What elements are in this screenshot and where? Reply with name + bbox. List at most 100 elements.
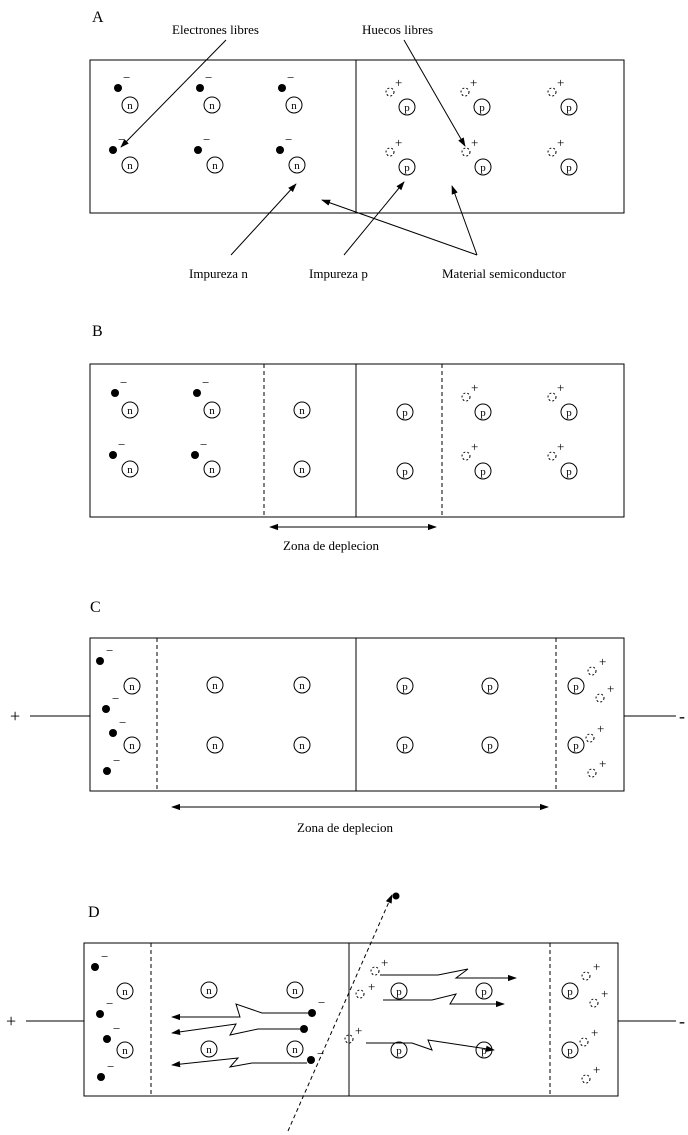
p-ion [396, 677, 414, 695]
electron-dot [96, 1010, 104, 1018]
n-ion [293, 736, 311, 754]
electron-dot [96, 657, 104, 665]
semiconductor-box-b [89, 363, 625, 518]
n-ion-label: n [291, 100, 297, 112]
hole-plus-sign: + [471, 380, 478, 395]
hole-plus-sign: + [395, 75, 402, 90]
electron-minus-sign: − [285, 132, 292, 147]
p-ion [567, 736, 585, 754]
electron-minus-sign: − [106, 643, 113, 658]
electron-dot [114, 84, 122, 92]
n-ion [293, 401, 311, 419]
hole-plus-sign: + [591, 1025, 598, 1040]
panel-c: C + - − − − − n n n n n n p p p [10, 599, 685, 835]
electron-minus-sign: − [287, 70, 294, 85]
hole-plus-sign: + [607, 681, 614, 696]
p-ion [473, 98, 491, 116]
p-ion-label: p [402, 466, 408, 478]
hole-plus-sign: + [601, 986, 608, 1001]
n-ion-label: n [127, 464, 133, 476]
n-ion-label: n [212, 740, 218, 752]
hole-dashed-circle [344, 1034, 354, 1044]
n-ion [293, 676, 311, 694]
n-ion [123, 736, 141, 754]
electron-minus-sign: − [123, 70, 130, 85]
electron-dot [194, 146, 202, 154]
n-ion [121, 156, 139, 174]
hole-plus-sign: + [557, 439, 564, 454]
hole-dashed-circle [547, 392, 557, 402]
electron-minus-sign: − [118, 132, 125, 147]
arrow-electrons [120, 39, 227, 148]
p-ion-label: p [402, 681, 408, 693]
n-side-a: − n − n − n − n [109, 70, 306, 174]
n-impurity-electron: − n [109, 437, 139, 478]
electron-dot [191, 451, 199, 459]
electron-dot [307, 1056, 315, 1064]
n-ion-label: n [299, 740, 305, 752]
semiconductor-box-a [89, 59, 625, 214]
p-ion [390, 1041, 408, 1059]
p-ion [396, 403, 414, 421]
particle-trajectory [287, 894, 393, 1132]
electron-dot [91, 963, 99, 971]
electron-dot [193, 389, 201, 397]
p-ion [561, 982, 579, 1000]
n-ion [288, 156, 306, 174]
hole-drift-arrow [380, 968, 517, 982]
n-ion-label: n [292, 985, 298, 997]
electron-minus-sign: − [202, 375, 209, 390]
n-ion [203, 460, 221, 478]
n-impurity-electron: − n [111, 375, 139, 419]
arrow-impurity-n [230, 183, 297, 256]
p-ion [398, 158, 416, 176]
p-side-a: + p + p + p + p [385, 75, 578, 176]
electron-dot [276, 146, 284, 154]
electron-minus-sign: − [106, 996, 113, 1011]
electron-dot [109, 451, 117, 459]
p-impurity-hole: + p [547, 135, 578, 176]
electron-minus-sign: − [120, 375, 127, 390]
electron-drift-arrow [171, 1023, 300, 1036]
p-ion-label: p [487, 681, 493, 693]
p-ion [560, 462, 578, 480]
hole-plus-sign: + [470, 75, 477, 90]
n-ion-label: n [212, 680, 218, 692]
p-impurity-hole: + p [547, 439, 578, 480]
p-ion [475, 982, 493, 1000]
n-ion-label: n [294, 160, 300, 172]
n-ion-label: n [129, 681, 135, 693]
hole-dashed-circle [355, 989, 365, 999]
p-ion [398, 98, 416, 116]
electron-dot [103, 767, 111, 775]
hole-plus-sign: + [599, 756, 606, 771]
n-ion [286, 981, 304, 999]
hole-dashed-circle [595, 693, 605, 703]
hole-plus-sign: + [368, 979, 375, 994]
n-ion-label: n [299, 405, 305, 417]
arrow-holes [403, 39, 466, 147]
p-ion [560, 98, 578, 116]
label-free-electrons: Electrones libres [172, 22, 259, 37]
panel-d-letter: D [88, 904, 100, 921]
hole-plus-sign: + [381, 955, 388, 970]
p-ion-label: p [404, 102, 410, 114]
n-ion-label: n [209, 100, 215, 112]
p-ion-label: p [566, 102, 572, 114]
electron-dot [300, 1025, 308, 1033]
p-impurity-hole: + p [547, 75, 578, 116]
p-ion-label: p [481, 1045, 487, 1057]
p-ion-label: p [573, 740, 579, 752]
n-ion [123, 677, 141, 695]
n-ion [121, 460, 139, 478]
n-ion-label: n [299, 680, 305, 692]
p-ion-label: p [480, 466, 486, 478]
label-depletion-zone-b: Zona de deplecion [283, 538, 380, 553]
n-ion [286, 1040, 304, 1058]
p-ion-label: p [396, 986, 402, 998]
n-ion [121, 96, 139, 114]
hole-plus-sign: + [599, 654, 606, 669]
label-semiconductor-material: Material semiconductor [442, 266, 566, 281]
p-impurity-hole: + p [547, 380, 578, 421]
panel-c-letter: C [90, 599, 101, 616]
